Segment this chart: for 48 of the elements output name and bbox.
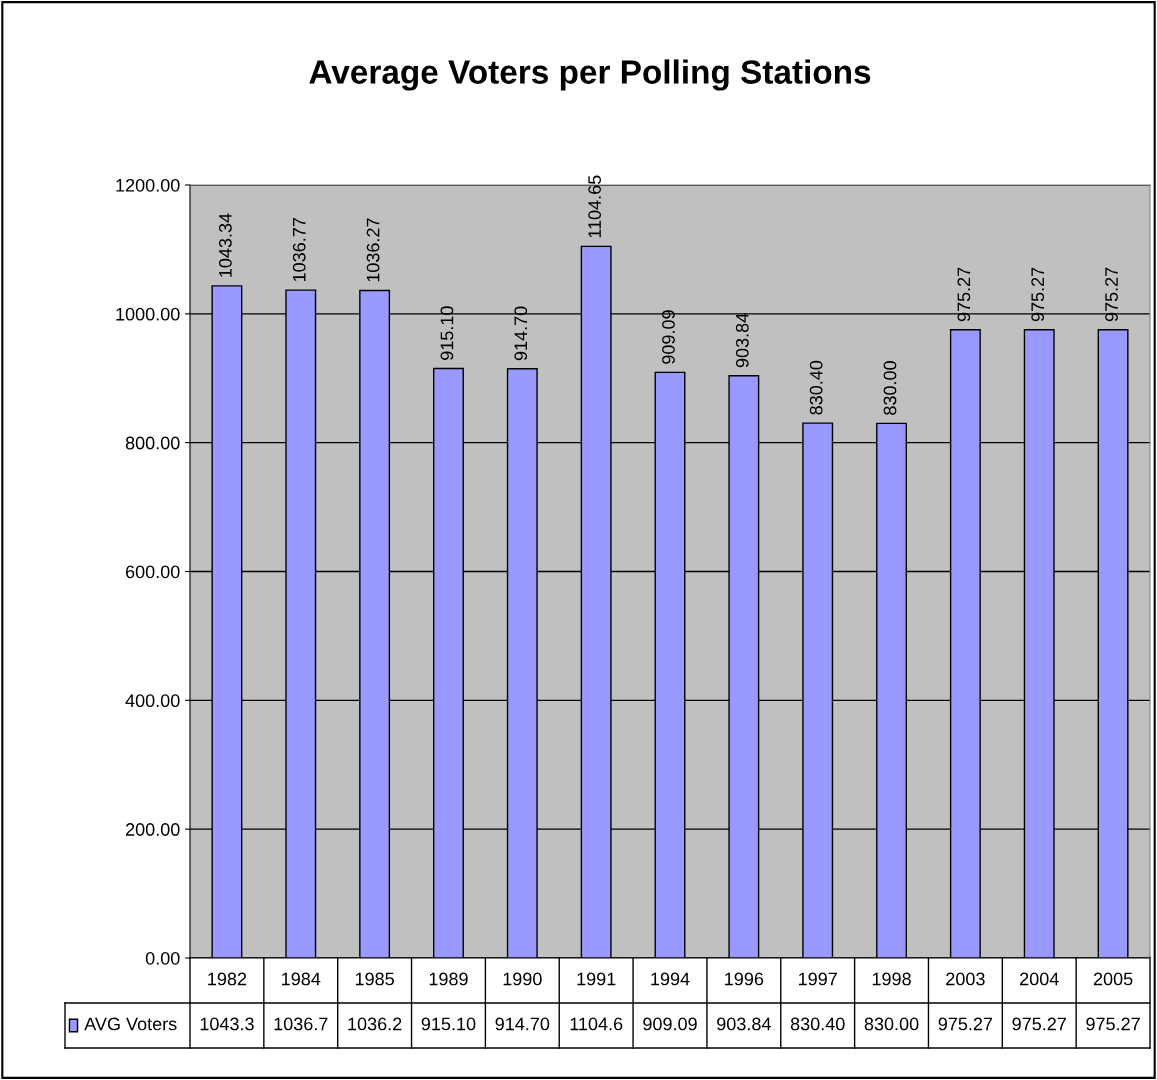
text: 830.40: [790, 1017, 845, 1031]
text: 830.00: [864, 1017, 919, 1031]
text: 1043.3: [200, 1017, 254, 1031]
text: 1104.6: [570, 1017, 623, 1031]
text: 909.09: [643, 1017, 697, 1031]
chart-title: Average Voters per Polling Stations: [309, 59, 871, 91]
text: 975.27: [1012, 1017, 1066, 1031]
data-label: 1036.77: [292, 218, 306, 282]
y-tick-label: 800.00: [125, 436, 180, 450]
x-tick-label: 2003: [946, 972, 985, 986]
text: 1036.2: [348, 1017, 402, 1031]
data-label: 903.84: [735, 313, 749, 368]
text: 975.27: [938, 1017, 993, 1031]
data-label: 830.40: [809, 360, 823, 415]
x-tick-label: 1985: [355, 972, 394, 986]
text: 1036.7: [274, 1017, 328, 1031]
data-label: 975.27: [957, 267, 971, 322]
x-tick-label: 1998: [872, 972, 911, 986]
x-tick-label: 1982: [208, 972, 247, 986]
x-tick-label: 1994: [651, 972, 690, 986]
data-label: 975.27: [1105, 267, 1118, 322]
data-label: 1043.34: [218, 213, 232, 277]
data-label: 914.70: [514, 306, 528, 361]
y-tick-label: 1000.00: [116, 307, 180, 321]
y-tick-label: 200.00: [125, 823, 180, 836]
data-label: 1104.65: [588, 175, 601, 238]
text: 975.27: [1086, 1017, 1140, 1031]
x-tick-label: 1991: [577, 972, 616, 986]
x-tick-label: 1996: [725, 972, 764, 986]
text: 903.84: [717, 1017, 771, 1031]
data-label: 1036.27: [366, 218, 380, 282]
x-tick-label: 1989: [429, 972, 468, 986]
text: 915.10: [421, 1017, 476, 1031]
data-label: 915.10: [440, 306, 454, 360]
text: 914.70: [495, 1017, 550, 1031]
legend-label: AVG Voters: [84, 1017, 177, 1031]
x-tick-label: 2004: [1020, 972, 1059, 986]
x-tick-label: 1990: [503, 972, 542, 986]
data-label: 909.09: [662, 310, 675, 364]
y-tick-label: 400.00: [125, 694, 180, 708]
y-tick-label: 0.00: [145, 951, 180, 965]
x-tick-label: 2005: [1093, 972, 1133, 986]
x-tick-label: 1997: [798, 972, 837, 986]
x-tick-label: 1984: [282, 972, 321, 986]
data-label: 975.27: [1031, 267, 1045, 322]
data-label: 830.00: [883, 361, 897, 415]
y-tick-label: 600.00: [125, 565, 180, 579]
y-tick-label: 1200.00: [116, 178, 180, 192]
